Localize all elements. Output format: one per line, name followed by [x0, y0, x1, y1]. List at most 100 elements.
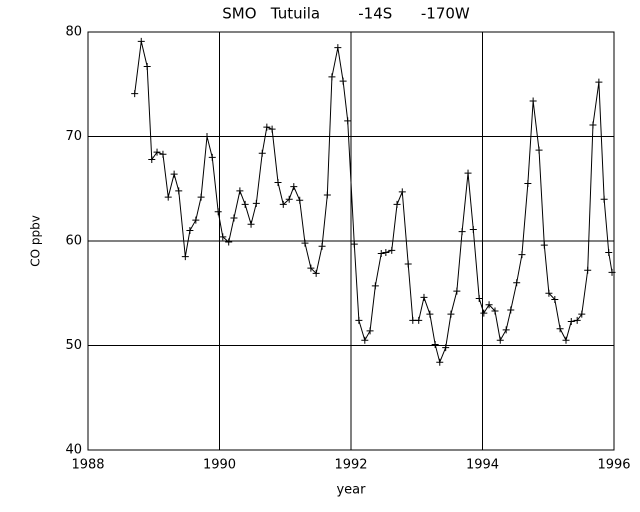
marker [589, 121, 597, 129]
marker [236, 187, 244, 195]
marker [475, 294, 483, 302]
marker [409, 316, 417, 324]
marker [153, 148, 161, 156]
marker [241, 200, 249, 208]
marker [258, 149, 266, 157]
marker [318, 242, 326, 250]
marker [137, 37, 145, 45]
marker [361, 336, 369, 344]
marker [339, 77, 347, 85]
marker [573, 316, 581, 324]
marker [164, 193, 172, 201]
marker [268, 125, 276, 133]
marker [290, 183, 298, 191]
marker [578, 310, 586, 318]
marker [371, 282, 379, 290]
marker [285, 195, 293, 203]
marker [219, 233, 227, 241]
x-tick-label: 1990 [203, 458, 236, 473]
marker [513, 279, 521, 287]
x-tick-label: 1996 [597, 458, 630, 473]
marker [175, 187, 183, 195]
marker [279, 200, 287, 208]
y-tick-label: 40 [65, 443, 82, 458]
marker [469, 226, 477, 234]
marker [355, 316, 363, 324]
marker [247, 220, 255, 228]
chart-title: SMO Tutuila -14S -170W [222, 5, 470, 23]
marker [334, 44, 342, 52]
marker [436, 358, 444, 366]
marker [274, 178, 282, 186]
marker [312, 269, 320, 277]
marker [393, 200, 401, 208]
marker [208, 153, 216, 161]
marker [567, 317, 575, 325]
marker [398, 188, 406, 196]
marker [366, 327, 374, 335]
marker [377, 250, 385, 258]
marker [301, 239, 309, 247]
marker [480, 309, 488, 317]
marker [551, 296, 559, 304]
marker [540, 241, 548, 249]
marker [535, 146, 543, 154]
marker [420, 293, 428, 301]
marker [485, 301, 493, 309]
marker [159, 150, 167, 158]
marker [197, 193, 205, 201]
marker [529, 97, 537, 105]
marker [307, 264, 315, 272]
marker [230, 214, 238, 222]
marker [524, 180, 532, 188]
marker [143, 62, 151, 70]
marker [605, 248, 613, 256]
x-tick-label: 1994 [466, 458, 499, 473]
marker [225, 238, 233, 246]
marker [328, 73, 336, 81]
marker [214, 208, 222, 216]
marker [464, 169, 472, 177]
marker [404, 260, 412, 268]
marker [350, 240, 358, 248]
marker [507, 306, 515, 314]
marker [192, 216, 200, 224]
marker [186, 227, 194, 235]
marker [263, 123, 271, 131]
marker [388, 246, 396, 254]
y-tick-label: 50 [65, 338, 82, 353]
marker [556, 325, 564, 333]
marker [442, 344, 450, 352]
marker [148, 155, 156, 163]
marker [502, 326, 510, 334]
marker [595, 78, 603, 86]
marker [562, 336, 570, 344]
marker [518, 251, 526, 259]
marker [608, 268, 616, 276]
marker [496, 336, 504, 344]
marker [131, 90, 139, 98]
marker [382, 248, 390, 256]
marker [491, 307, 499, 315]
y-axis-label: CO ppbv [29, 215, 43, 267]
marker [426, 310, 434, 318]
y-tick-label: 60 [65, 234, 82, 249]
marker [203, 133, 211, 140]
marker [344, 117, 352, 125]
y-tick-label: 70 [65, 129, 82, 144]
marker [431, 340, 439, 348]
marker [323, 191, 331, 199]
x-tick-label: 1992 [334, 458, 367, 473]
marker [181, 253, 189, 261]
marker [545, 289, 553, 297]
marker [170, 170, 178, 178]
marker [252, 199, 260, 207]
y-tick-label: 80 [65, 25, 82, 40]
marker [447, 310, 455, 318]
marker [453, 287, 461, 295]
marker [584, 266, 592, 274]
marker [415, 316, 423, 324]
plot-frame [87, 31, 615, 451]
